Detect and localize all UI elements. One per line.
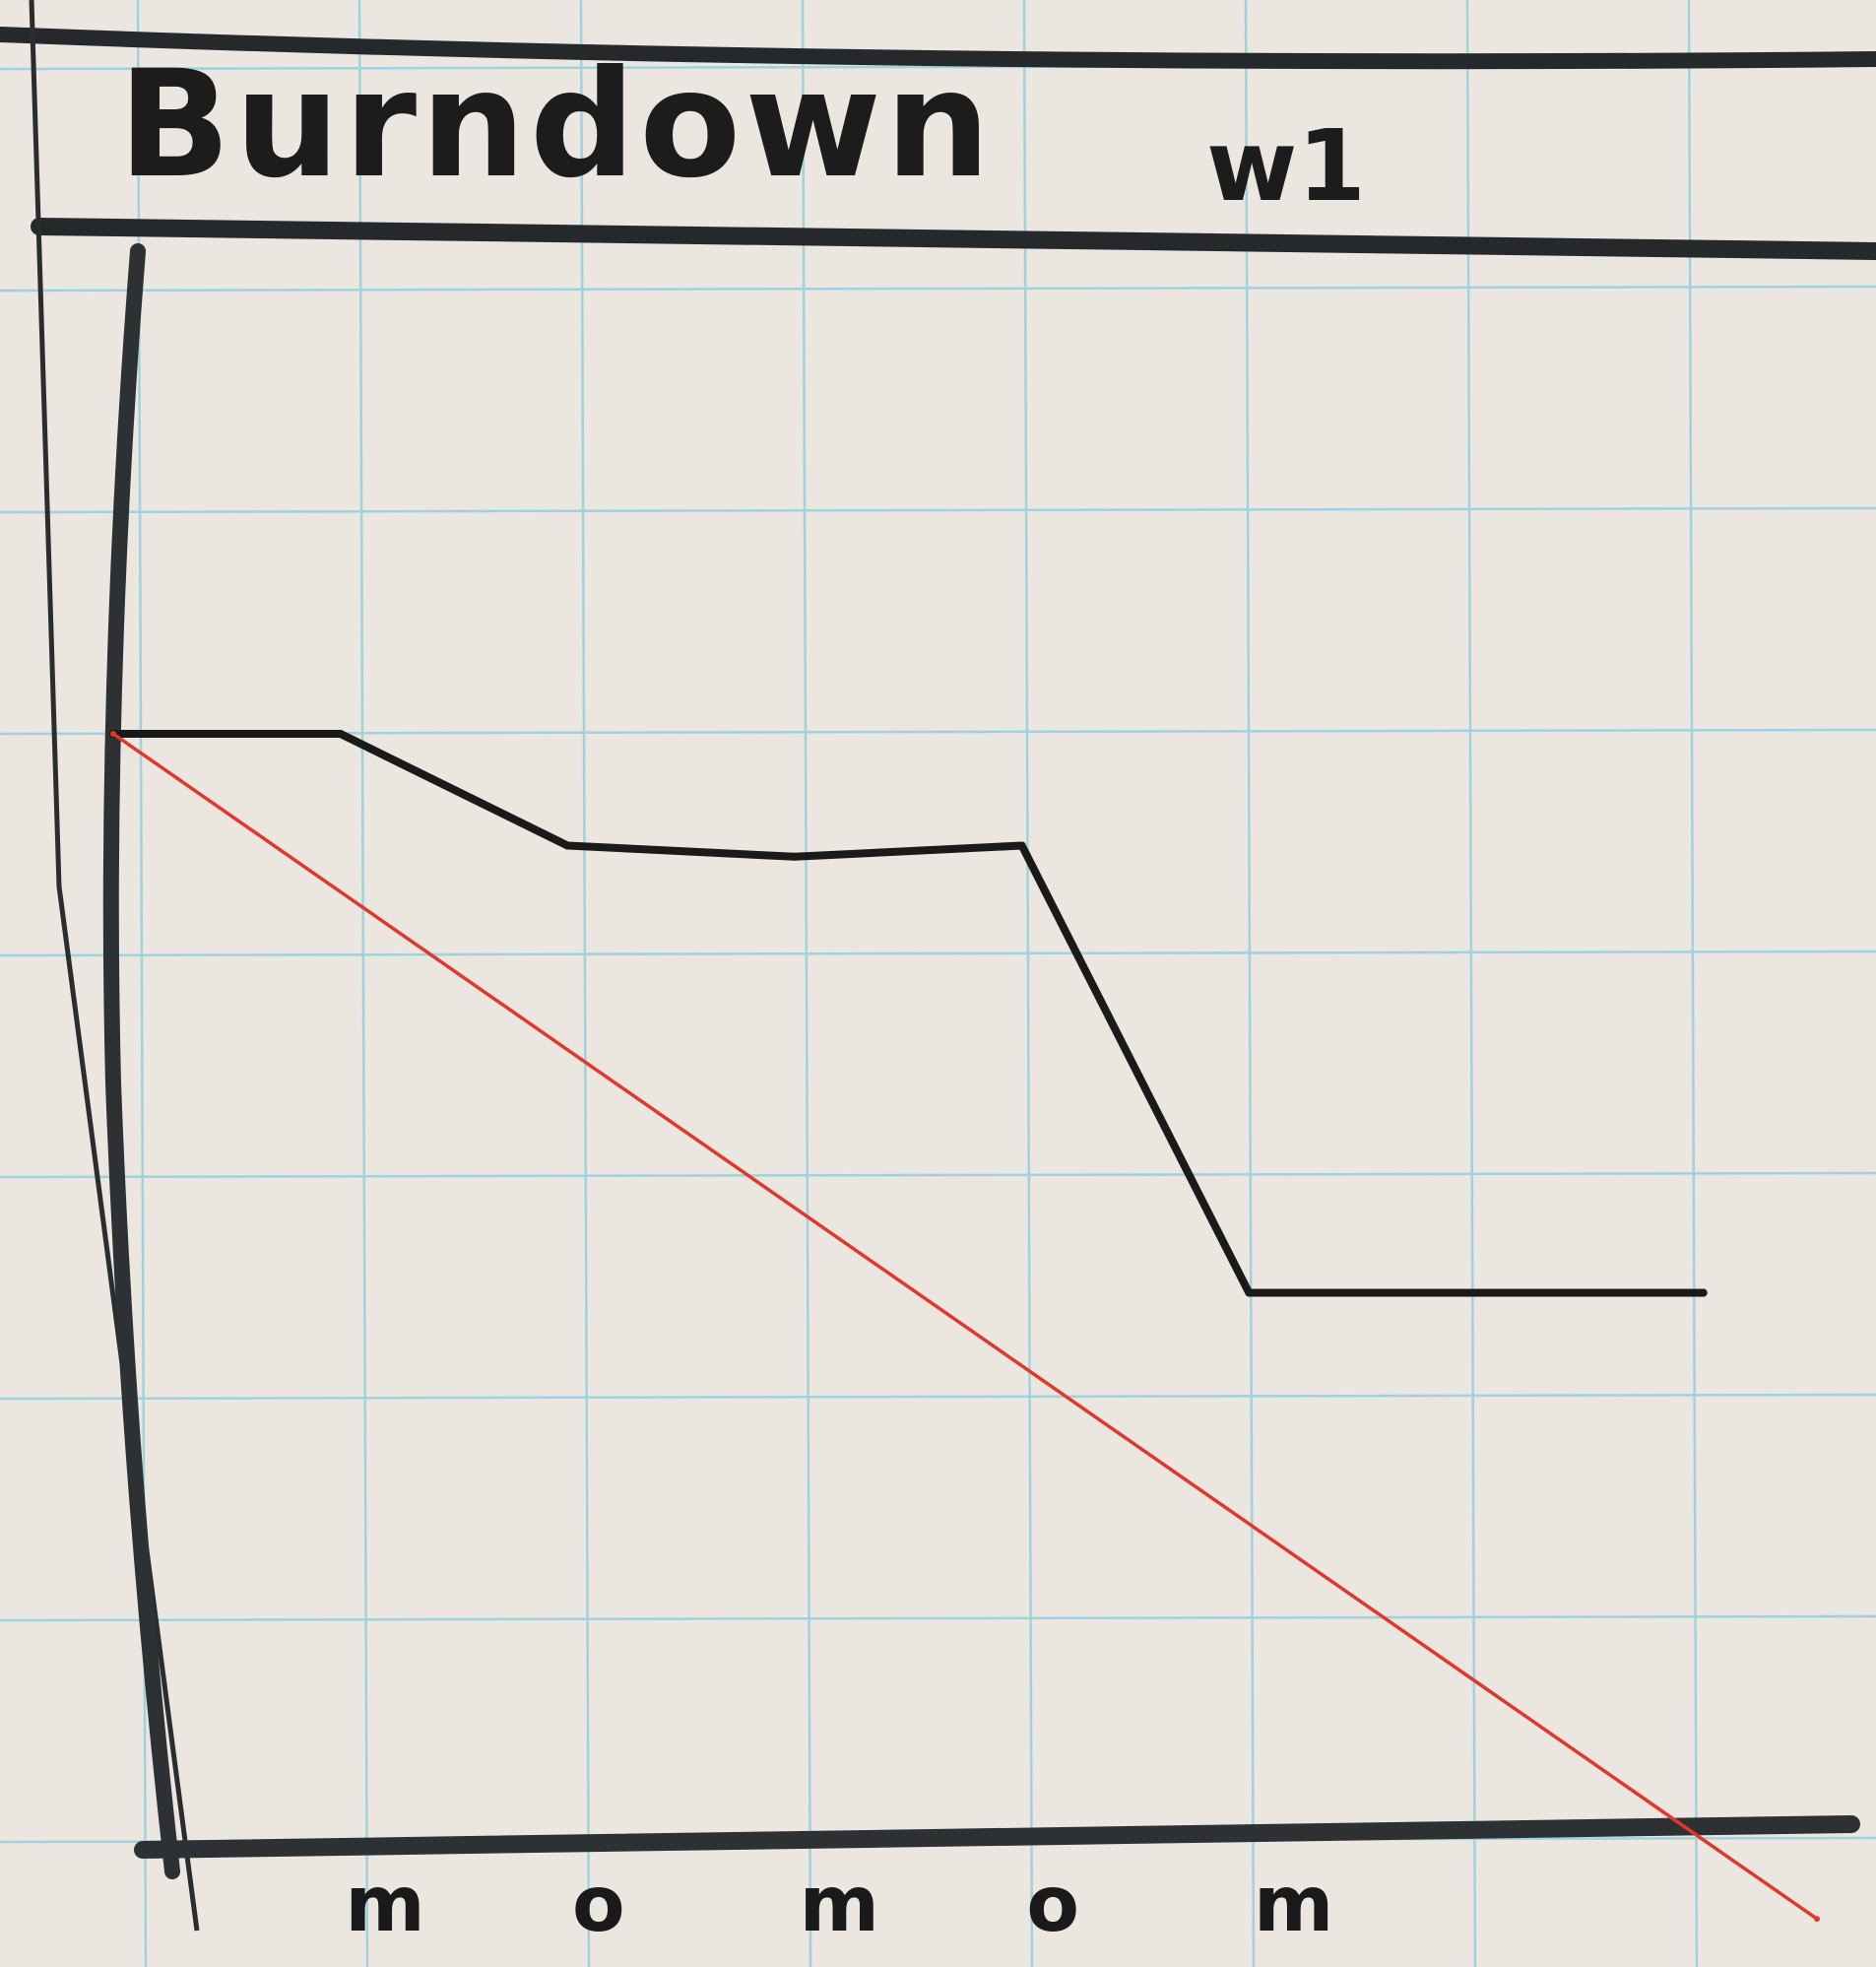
grid-line-vertical: [1022, 0, 1034, 1967]
grid-line-vertical: [357, 0, 369, 1967]
grid-line-vertical: [801, 0, 812, 1967]
x-tick-label: m: [345, 1861, 425, 1949]
x-axis: [134, 1815, 1860, 1859]
data-point-ideal: [110, 731, 116, 737]
data-point-actual: [563, 841, 572, 850]
data-point-actual: [1245, 1288, 1254, 1297]
grid-line-vertical: [1687, 0, 1699, 1967]
data-point-actual: [1472, 1288, 1480, 1297]
series-lines: [109, 730, 1820, 1923]
grid-line-horizontal: [0, 1171, 1876, 1179]
grid-line-vertical: [579, 0, 591, 1967]
title-rule-top: [0, 27, 1876, 70]
data-point-actual: [336, 730, 345, 738]
series-line-ideal: [111, 732, 1819, 1921]
x-tick-label: m: [799, 1861, 879, 1949]
data-point-actual: [1017, 841, 1026, 850]
chart-title-suffix: w1: [1206, 108, 1366, 224]
data-point-actual: [1699, 1288, 1708, 1297]
grid-line-horizontal: [0, 1614, 1876, 1622]
data-point-actual: [791, 852, 799, 861]
grid-line-horizontal: [0, 285, 1876, 293]
series-line-actual: [109, 730, 1708, 1297]
title-rule-bottom: [31, 218, 1876, 260]
grid-line-horizontal: [0, 1393, 1876, 1401]
grid-line-vertical: [1465, 0, 1477, 1967]
grid-line-horizontal: [0, 950, 1876, 957]
y-axis: [102, 243, 180, 1879]
chart-title: Burndown: [118, 39, 995, 211]
x-tick-label: o: [1026, 1861, 1079, 1949]
grid-line-horizontal: [0, 506, 1876, 514]
x-tick-label: m: [1254, 1861, 1334, 1949]
grid-line-vertical: [1244, 0, 1256, 1967]
data-point-ideal: [1814, 1916, 1820, 1923]
x-tick-label: o: [572, 1861, 625, 1949]
